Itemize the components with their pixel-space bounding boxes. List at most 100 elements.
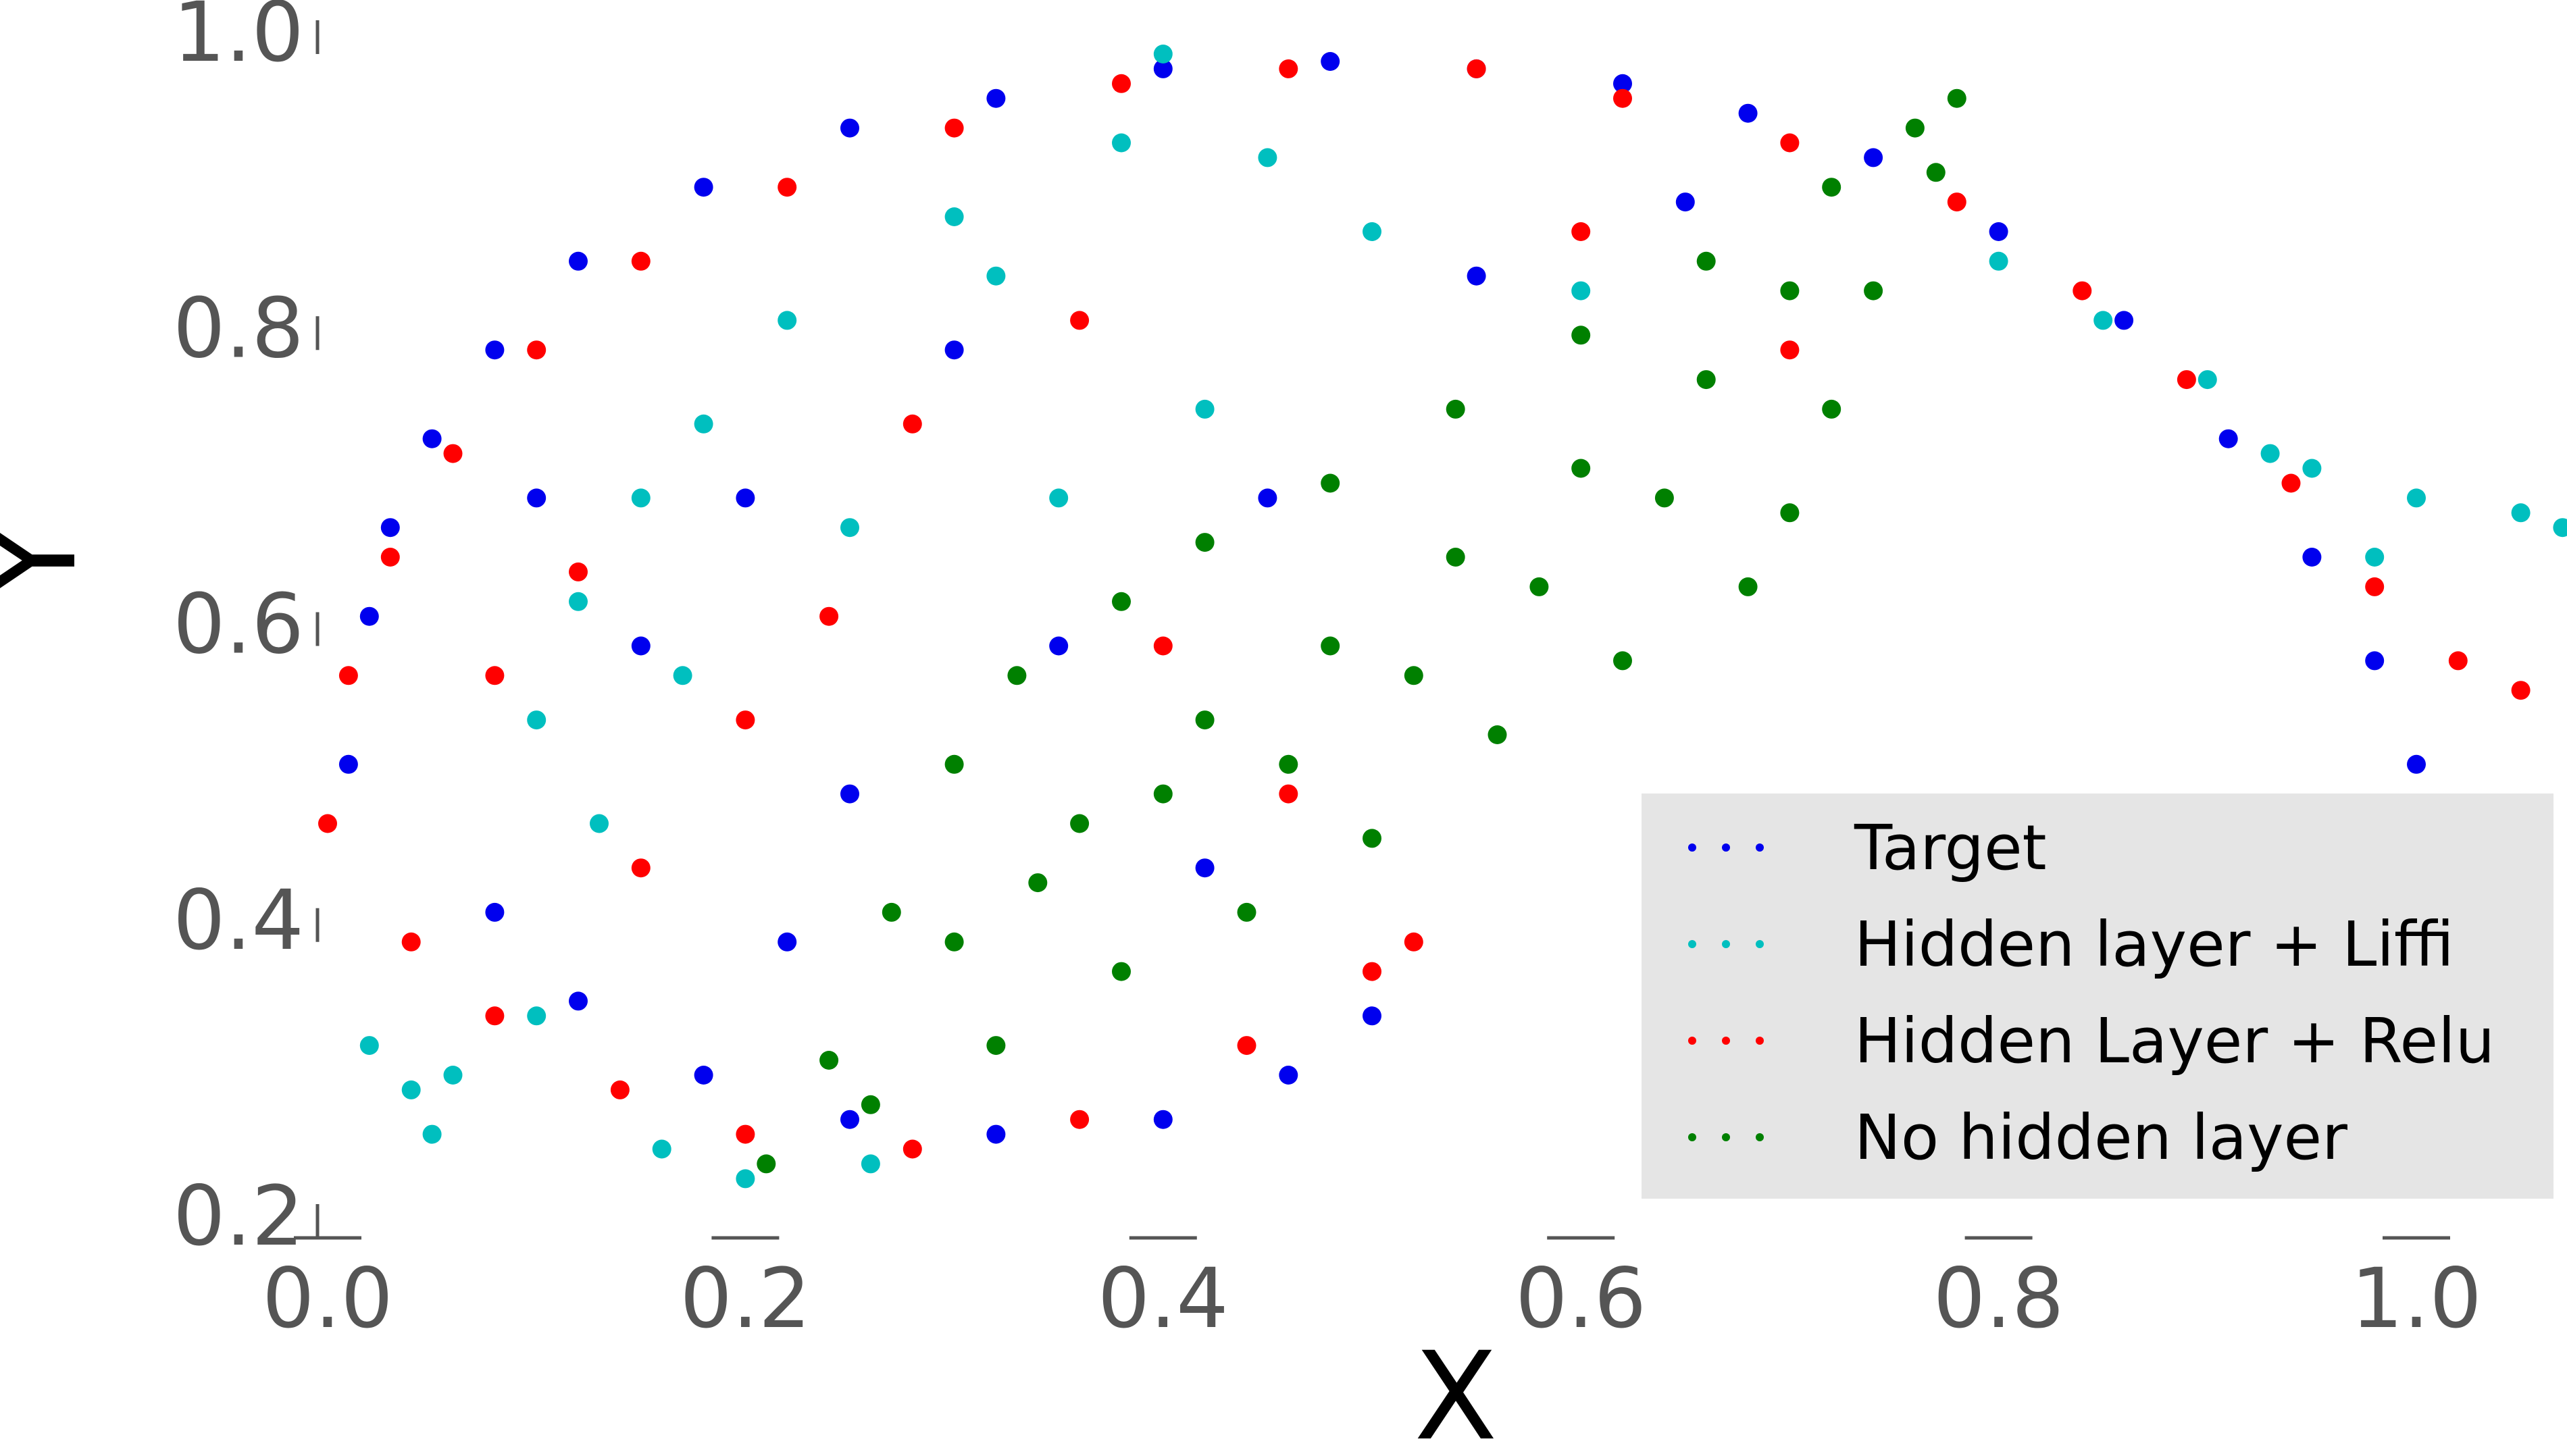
scatter-points (318, 45, 2567, 1189)
data-point (1363, 1006, 1381, 1026)
data-point (2197, 370, 2217, 390)
data-point (1613, 88, 1632, 108)
data-point (1613, 651, 1632, 671)
data-point (944, 118, 964, 138)
data-point (986, 88, 1006, 108)
data-point (1446, 399, 1465, 419)
data-point (1112, 133, 1131, 153)
data-point (1279, 1066, 1298, 1085)
legend: Target Hidden layer + Liffi Hidden Layer +… (1642, 794, 2553, 1199)
data-point (840, 518, 859, 538)
data-point (338, 754, 358, 774)
data-point (2073, 281, 2092, 301)
data-point (1571, 222, 1591, 241)
data-point (1404, 932, 1423, 952)
data-point (1571, 281, 1591, 301)
data-point (1363, 829, 1381, 848)
data-point (1070, 311, 1090, 330)
data-point (882, 902, 901, 922)
legend-entry: Hidden Layer + Relu (1688, 1005, 2495, 1077)
data-point (2177, 370, 2196, 390)
data-point (1529, 577, 1549, 596)
data-point (694, 178, 713, 197)
data-point (1467, 266, 1486, 286)
data-point (2260, 444, 2280, 463)
series-2 (359, 45, 2567, 1189)
data-point (485, 1006, 505, 1026)
data-point (631, 636, 651, 656)
data-point (1404, 666, 1423, 685)
data-point (485, 902, 505, 922)
data-point (2218, 429, 2238, 448)
data-point (2281, 473, 2301, 493)
data-point (527, 1006, 547, 1026)
data-point (757, 1154, 776, 1174)
data-point (527, 488, 547, 508)
legend-label: No hidden layer (1854, 1101, 2347, 1174)
data-point (778, 311, 797, 330)
data-point (1780, 340, 1800, 360)
data-point (1571, 326, 1591, 345)
legend-marker (1722, 940, 1730, 948)
data-point (1467, 59, 1486, 78)
legend-marker (1688, 843, 1696, 852)
x-tick-label: 0.4 (1098, 1251, 1229, 1347)
data-point (694, 414, 713, 434)
data-point (1613, 74, 1632, 93)
data-point (1363, 222, 1381, 241)
data-point (1237, 902, 1256, 922)
data-point (986, 1036, 1006, 1056)
data-point (1947, 192, 1966, 212)
data-point (736, 710, 755, 730)
data-point (1195, 710, 1215, 730)
data-point (1488, 725, 1507, 744)
data-point (1112, 592, 1131, 611)
y-axis-label: Y (0, 523, 103, 598)
legend-marker (1688, 1133, 1696, 1141)
data-point (2365, 651, 2385, 671)
data-point (443, 444, 463, 463)
data-point (1780, 281, 1800, 301)
data-point (422, 1124, 442, 1144)
data-point (2093, 311, 2113, 330)
data-point (401, 1080, 421, 1099)
x-tick-label: 0.8 (1933, 1251, 2064, 1347)
legend-marker (1722, 1133, 1730, 1141)
data-point (1195, 858, 1215, 878)
data-point (338, 666, 358, 685)
x-tick-label: 0.0 (262, 1251, 393, 1347)
data-point (631, 858, 651, 878)
legend-marker (1756, 940, 1764, 948)
legend-label: Target (1854, 812, 2047, 884)
data-point (1070, 1110, 1090, 1129)
legend-items: Target Hidden layer + Liffi Hidden Layer +… (1688, 812, 2495, 1174)
data-point (318, 814, 337, 833)
data-point (652, 1139, 671, 1159)
data-point (1822, 399, 1841, 419)
axis-ticks: 0.0 0.2 0.4 0.6 0.8 1.00.20.40.60.81.0 (173, 0, 2482, 1347)
data-point (1780, 503, 1800, 523)
series-1 (338, 52, 2426, 1144)
data-point (944, 754, 964, 774)
data-point (1675, 192, 1695, 212)
legend-marker (1756, 843, 1764, 852)
data-point (443, 1066, 463, 1085)
data-point (1258, 148, 1277, 167)
data-point (694, 1066, 713, 1085)
data-point (569, 251, 588, 271)
legend-marker (1688, 1037, 1696, 1045)
data-point (1780, 133, 1800, 153)
data-point (380, 548, 400, 567)
data-point (1321, 636, 1340, 656)
data-point (1258, 488, 1277, 508)
data-point (2407, 754, 2426, 774)
data-point (1947, 88, 1966, 108)
data-point (631, 251, 651, 271)
data-point (1654, 488, 1674, 508)
data-point (1195, 533, 1215, 552)
data-point (359, 1036, 379, 1056)
data-point (1571, 459, 1591, 478)
data-point (1738, 103, 1758, 123)
x-tick-label: 0.6 (1515, 1251, 1646, 1347)
